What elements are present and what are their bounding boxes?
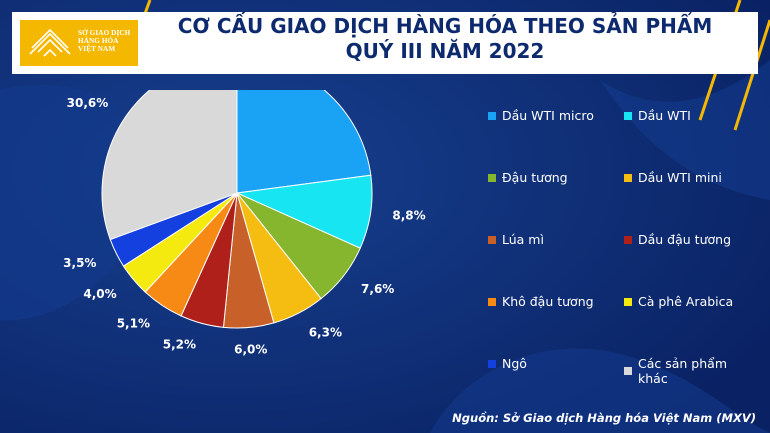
- legend-item: Dầu WTI: [624, 108, 691, 123]
- legend-item: Lúa mì: [488, 232, 544, 247]
- pie-data-label: 5,1%: [117, 317, 150, 331]
- legend-item: Các sản phẩm khác: [624, 356, 758, 386]
- legend-swatch: [624, 367, 632, 375]
- title-line-1: CƠ CẤU GIAO DỊCH HÀNG HÓA THEO SẢN PHẨM: [177, 14, 713, 38]
- legend-label: Dầu WTI mini: [638, 170, 722, 185]
- legend-label: Lúa mì: [502, 232, 544, 247]
- legend-swatch: [488, 235, 496, 244]
- legend-swatch: [488, 111, 496, 120]
- legend-item: Dầu WTI micro: [488, 108, 594, 123]
- legend-label: Khô đậu tương: [502, 294, 594, 309]
- legend-item: Cà phê Arabica: [624, 294, 733, 309]
- pie-data-label: 6,3%: [309, 326, 342, 340]
- source-note: Nguồn: Sở Giao dịch Hàng hóa Việt Nam (M…: [452, 411, 756, 425]
- pie-data-label: 8,8%: [392, 209, 425, 223]
- legend-label: Dầu WTI micro: [502, 108, 594, 123]
- legend-swatch: [488, 297, 496, 306]
- legend-item: Dầu WTI mini: [624, 170, 722, 185]
- logo-text: SỞ GIAO DỊCH HÀNG HÓA VIỆT NAM: [78, 29, 138, 53]
- legend-item: Ngô: [488, 356, 527, 371]
- legend-item: Đậu tương: [488, 170, 568, 185]
- legend-swatch: [624, 235, 632, 244]
- pie-data-label: 4,0%: [83, 287, 116, 301]
- legend-label: Cà phê Arabica: [638, 294, 734, 309]
- legend-label: Dầu WTI: [638, 108, 691, 123]
- legend-item: Dầu đậu tương: [624, 232, 731, 247]
- legend-swatch: [624, 173, 632, 182]
- legend-swatch: [488, 359, 496, 368]
- legend-label: Ngô: [502, 356, 527, 371]
- title-line-2: QUÝ III NĂM 2022: [345, 39, 545, 63]
- pie-slice: [101, 90, 238, 241]
- logo-line-1: SỞ GIAO DỊCH: [78, 29, 131, 37]
- pie-data-label: 3,5%: [63, 256, 96, 270]
- logo-mark-icon: [29, 28, 71, 57]
- pie-data-label: 7,6%: [361, 282, 394, 296]
- legend-label: Các sản phẩm khác: [638, 356, 727, 386]
- pie-data-label: 6,0%: [234, 342, 267, 356]
- legend-label: Dầu đậu tương: [638, 232, 731, 247]
- legend-swatch: [624, 111, 632, 120]
- legend-swatch: [488, 173, 496, 182]
- page-title: CƠ CẤU GIAO DỊCH HÀNG HÓA THEO SẢN PHẨM …: [150, 14, 740, 64]
- logo-line-3: VIỆT NAM: [78, 45, 116, 53]
- pie-data-label: 30,6%: [67, 96, 109, 110]
- pie-chart: 22,9%8,8%7,6%6,3%6,0%5,2%5,1%4,0%3,5%30,…: [63, 90, 426, 356]
- logo: [20, 20, 138, 66]
- pie-slice: [236, 90, 372, 194]
- pie-data-label: 5,2%: [163, 338, 196, 352]
- logo-line-2: HÀNG HÓA: [78, 37, 119, 45]
- legend-swatch: [624, 297, 632, 306]
- legend-item: Khô đậu tương: [488, 294, 594, 309]
- legend-label: Đậu tương: [502, 170, 568, 185]
- chart-legend: Dầu WTI micro Dầu WTI Đậu tương Dầu WTI min…: [488, 108, 758, 386]
